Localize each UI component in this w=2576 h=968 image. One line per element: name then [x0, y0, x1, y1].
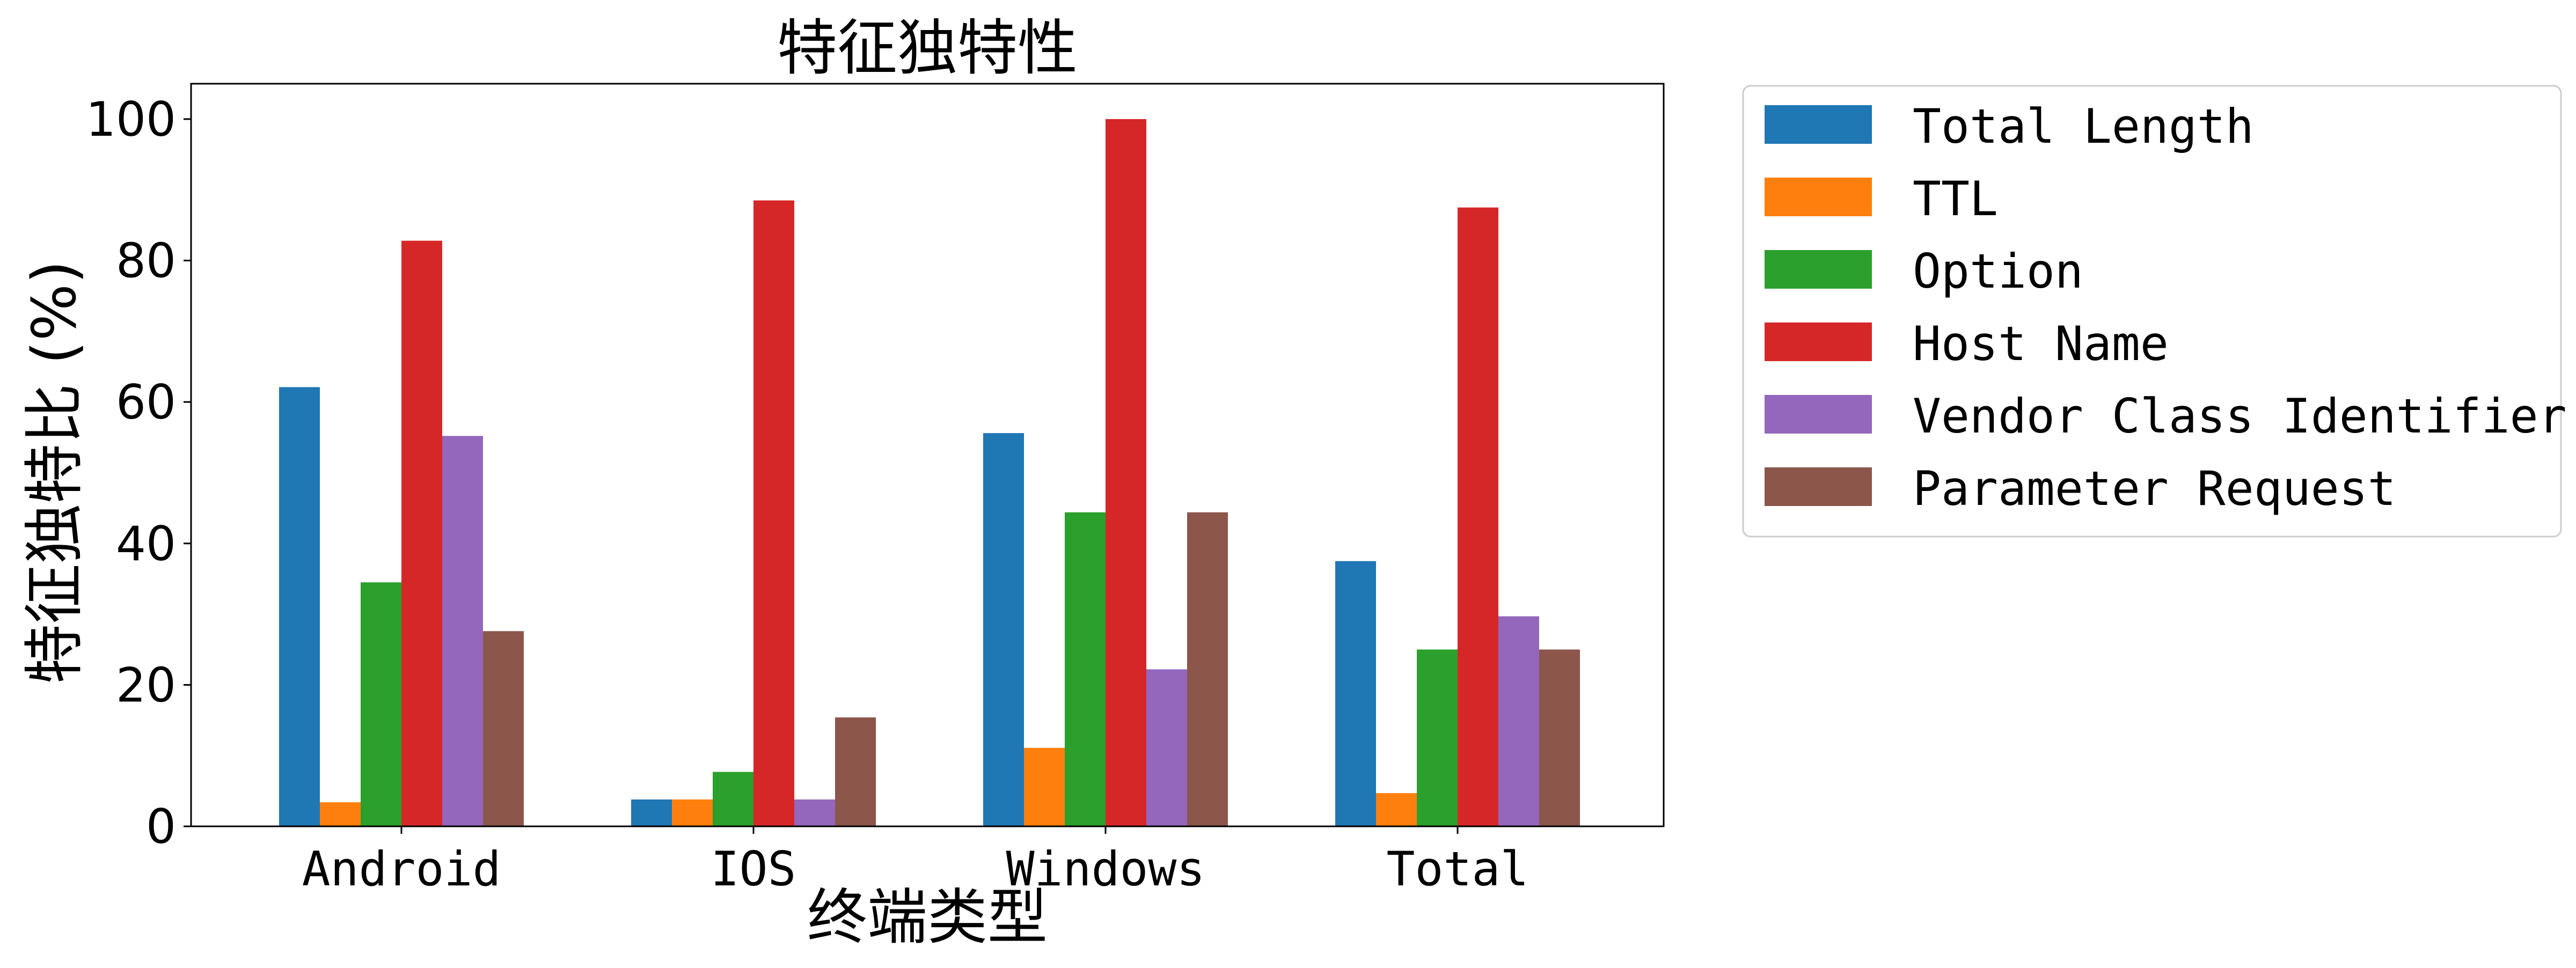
- y-axis-ticks: 0 20 40 60 80 100: [86, 92, 191, 854]
- bar: [1539, 649, 1580, 826]
- legend: Total Length TTL Option Host Name Vendor Cla…: [1742, 85, 2567, 538]
- plot-frame: [190, 83, 1665, 827]
- chart-title: 特征独特性: [777, 13, 1078, 83]
- x-tick-label: Android: [302, 841, 501, 897]
- x-axis-title: 终端类型: [807, 883, 1048, 952]
- bar: [279, 387, 320, 826]
- legend-swatch: [1765, 467, 1872, 506]
- legend-label: Option: [1913, 244, 2083, 299]
- bars-group: [279, 119, 1580, 826]
- bar: [631, 799, 672, 826]
- legend-label: Host Name: [1913, 316, 2169, 371]
- legend-label: Vendor Class Identifier: [1913, 388, 2567, 444]
- bar: [442, 436, 483, 826]
- x-tick-label: IOS: [711, 841, 796, 897]
- bar: [1376, 793, 1417, 826]
- y-tick-label: 0: [146, 799, 176, 854]
- legend-swatch: [1765, 178, 1872, 216]
- x-tick-label: Total: [1387, 841, 1529, 897]
- y-tick-label: 20: [116, 657, 176, 713]
- legend-swatch: [1765, 322, 1872, 361]
- bar: [835, 717, 876, 826]
- bar: [1498, 616, 1539, 826]
- bar: [753, 200, 794, 826]
- x-axis-ticks: Android IOS Windows Total: [302, 826, 1529, 897]
- bar: [1417, 649, 1458, 826]
- y-tick-label: 60: [116, 375, 176, 430]
- legend-label: TTL: [1913, 171, 1998, 226]
- legend-box: [1742, 85, 2562, 538]
- legend-label: Parameter Request: [1913, 461, 2396, 516]
- bar: [401, 240, 442, 826]
- bar: [320, 802, 361, 826]
- bar: [361, 582, 401, 826]
- legend-label: Total Length: [1913, 99, 2254, 154]
- y-axis-title: 特征独特比 (%): [20, 260, 90, 684]
- bar: [672, 799, 713, 826]
- legend-swatch: [1765, 395, 1872, 434]
- bar: [1335, 561, 1376, 826]
- bar: [483, 631, 524, 826]
- bar: [1106, 119, 1146, 826]
- x-tick-label: Windows: [1006, 841, 1205, 897]
- legend-swatch: [1765, 250, 1872, 289]
- bar: [713, 772, 753, 826]
- bar: [1065, 512, 1106, 826]
- bar: [794, 799, 835, 826]
- bar: [1024, 747, 1065, 826]
- y-tick-label: 100: [86, 92, 176, 147]
- bar: [1187, 512, 1228, 826]
- bar: [1146, 669, 1187, 826]
- bar: [983, 433, 1024, 826]
- y-tick-label: 40: [116, 516, 176, 571]
- plot-border: [190, 83, 1665, 827]
- y-tick-label: 80: [116, 233, 176, 289]
- legend-swatch: [1765, 105, 1872, 144]
- bar: [1458, 207, 1498, 826]
